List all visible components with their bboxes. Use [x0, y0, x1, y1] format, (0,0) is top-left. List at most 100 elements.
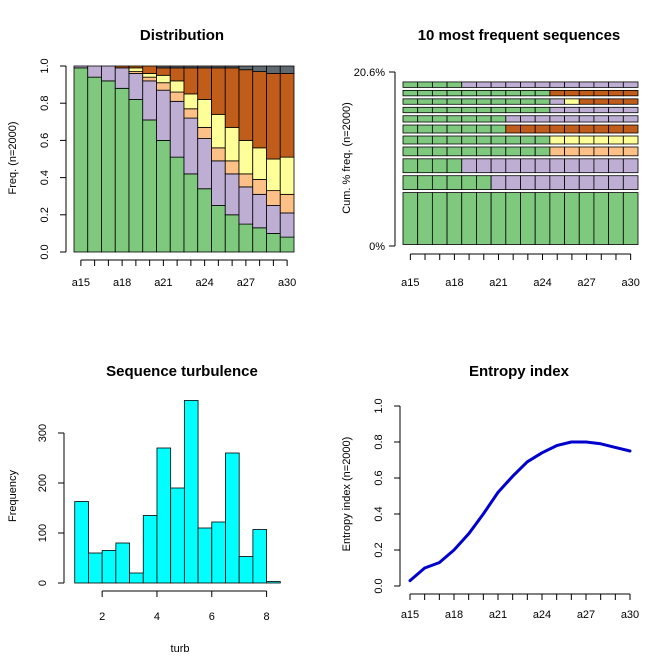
turbulence-y-tick-label: 300 [37, 424, 49, 442]
sequence-9-cell-1 [417, 89, 433, 97]
sequence-4-cell-8 [520, 135, 536, 145]
entropy-y-tick-label: 0.6 [373, 470, 385, 485]
distribution-x-tick-label: a30 [278, 277, 296, 289]
distribution-segment-a24-2 [197, 126, 212, 139]
distribution-x-tick-label: a18 [113, 277, 131, 289]
distribution-segment-a28-1 [252, 193, 267, 229]
entropy-y-tick-label: 1.0 [373, 398, 385, 413]
distribution-panel: Distribution Freq. (n=2000) 0.0 0.2 0.4 0.6… [7, 27, 296, 289]
sequence-10-cell-13 [593, 81, 610, 88]
sequence-0-cell-5 [476, 192, 492, 245]
sequence-2-cell-6 [490, 158, 507, 174]
sequence-8-cell-1 [417, 98, 433, 105]
sequence-9-cell-9 [534, 89, 551, 97]
sequence-7-cell-12 [578, 106, 595, 114]
sequence-4-cell-4 [461, 135, 477, 145]
sequence-6-cell-12 [578, 115, 595, 123]
histogram-bar-13 [252, 529, 267, 584]
sequence-5-cell-0 [402, 124, 419, 134]
distribution-segment-a30-3 [279, 156, 295, 195]
sequence-10-cell-4 [461, 81, 477, 88]
distribution-title: Distribution [140, 27, 224, 44]
sequence-2-cell-5 [476, 158, 492, 174]
distribution-segment-a18-0 [114, 87, 130, 253]
sequence-6-cell-1 [417, 115, 433, 123]
sequence-8-cell-7 [505, 98, 521, 105]
sequence-2-cell-14 [608, 158, 624, 174]
distribution-segment-a20-3 [142, 73, 157, 78]
distribution-y-tick-label: 0.6 [39, 133, 51, 148]
sequence-7-cell-13 [593, 106, 610, 114]
sequence-5-cell-3 [446, 124, 463, 134]
distribution-segment-a28-5 [252, 65, 267, 72]
sequence-10-cell-10 [549, 81, 565, 88]
distribution-segment-a22-3 [169, 80, 185, 93]
sequence-9-cell-15 [622, 89, 639, 97]
entropy-x-tick-label: a27 [577, 609, 595, 621]
sequence-4-cell-13 [593, 135, 610, 145]
sequence-8-cell-5 [476, 98, 492, 105]
sequence-9-cell-6 [490, 89, 507, 97]
histogram-bar-14 [266, 581, 281, 584]
distribution-segment-a27-0 [238, 223, 254, 253]
sequence-9-cell-12 [578, 89, 595, 97]
distribution-segment-a24-5 [197, 65, 212, 69]
sequence-5-cell-10 [549, 124, 565, 134]
turbulence-y-label: Frequency [7, 470, 19, 522]
sequence-2-cell-7 [505, 158, 521, 174]
distribution-segment-a30-2 [279, 193, 295, 214]
distribution-y-tick-label: 0.2 [39, 207, 51, 222]
entropy-y-label: Entropy index (n=2000) [341, 437, 353, 552]
distribution-segment-a26-3 [224, 126, 240, 162]
entropy-y-tick-label: 0.4 [373, 506, 385, 521]
sequence-10-cell-8 [520, 81, 536, 88]
sequence-9-cell-2 [431, 89, 448, 97]
sequence-0-cell-14 [608, 192, 624, 245]
distribution-segment-a22-5 [169, 65, 185, 69]
entropy-title: Entropy index [469, 363, 570, 380]
sequence-3-cell-13 [593, 146, 610, 157]
turbulence-y-tick-label: 0 [37, 580, 49, 586]
sequence-5-cell-6 [490, 124, 507, 134]
distribution-segment-a18-1 [114, 67, 130, 89]
sequence-0-cell-1 [417, 192, 433, 245]
distribution-segment-a22-4 [169, 67, 185, 82]
distribution-segment-a20-4 [142, 65, 157, 74]
sequence-5-cell-11 [564, 124, 580, 134]
sequence-5-cell-13 [593, 124, 610, 134]
sequence-8-cell-12 [578, 98, 595, 105]
sequence-1-cell-2 [431, 175, 448, 190]
sequence-3-cell-7 [505, 146, 521, 157]
sequence-5-cell-1 [417, 124, 433, 134]
sequence-0-cell-13 [593, 192, 610, 245]
sequence-0-cell-10 [549, 192, 565, 245]
sequence-3-cell-12 [578, 146, 595, 157]
sequence-4-cell-2 [431, 135, 448, 145]
distribution-segment-a20-1 [142, 80, 157, 121]
distribution-segment-a29-0 [266, 232, 281, 253]
sequence-1-cell-6 [490, 175, 507, 190]
sequence-10-cell-9 [534, 81, 551, 88]
distribution-segment-a30-5 [279, 65, 295, 74]
sequence-2-cell-10 [549, 158, 565, 174]
distribution-segment-a28-0 [252, 227, 267, 253]
entropy-axes: 0.0 0.2 0.4 0.6 0.8 1.0 a15 a18 a21 a24 a27 a30 [373, 398, 639, 621]
sequences-y-label: Cum. % freq. (n=2000) [341, 102, 353, 214]
distribution-y-label: Freq. (n=2000) [7, 121, 19, 194]
distribution-segment-a26-5 [224, 65, 240, 69]
sequences-y-top-label: 20.6% [354, 67, 385, 79]
sequence-1-cell-7 [505, 175, 521, 190]
distribution-segment-a21-2 [156, 82, 171, 91]
sequence-4-cell-9 [534, 135, 551, 145]
sequence-4-cell-15 [622, 135, 639, 145]
sequence-3-cell-11 [564, 146, 580, 157]
distribution-segment-a25-4 [211, 67, 226, 115]
sequence-0-cell-6 [490, 192, 507, 245]
sequence-7-cell-2 [431, 106, 448, 114]
distribution-segment-a25-5 [211, 65, 226, 69]
sequence-10-cell-6 [490, 81, 507, 88]
sequence-5-cell-9 [534, 124, 551, 134]
sequences-x-tick-label: a15 [401, 277, 419, 289]
sequence-8-cell-2 [431, 98, 448, 105]
distribution-segment-a17-1 [101, 65, 116, 82]
